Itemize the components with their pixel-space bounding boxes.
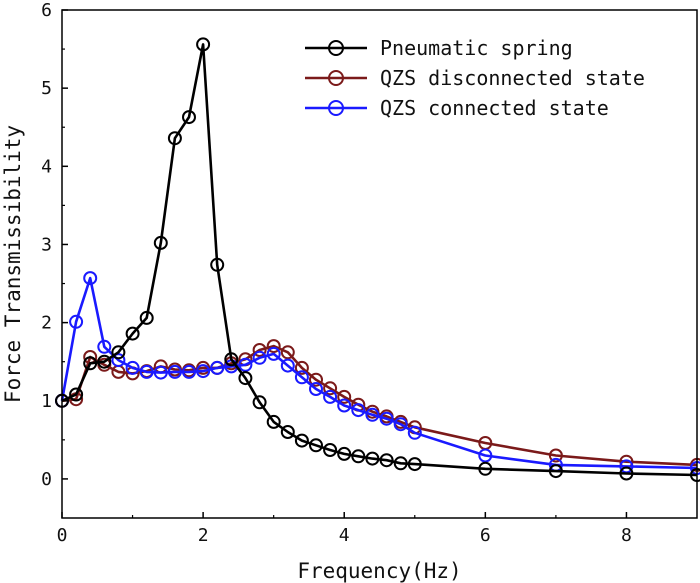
series-2-point [69, 314, 84, 329]
x-tick-label: 2 [198, 525, 209, 546]
series-0-point [224, 352, 239, 367]
series-2-point [351, 403, 366, 418]
series-1-point [252, 343, 267, 357]
series-0-point [182, 110, 196, 125]
series-2 [55, 271, 700, 475]
x-tick-label: 8 [621, 525, 632, 546]
y-tick-label: 5 [41, 78, 52, 99]
x-tick-label: 6 [480, 525, 491, 546]
series-2-point [379, 411, 394, 426]
x-tick-label: 0 [57, 525, 68, 546]
y-tick-label: 4 [41, 156, 52, 177]
series-2-point [97, 339, 112, 354]
series-1-point [266, 339, 281, 354]
series-2-line [60, 276, 698, 470]
legend-item-1: QZS disconnected state [305, 66, 645, 90]
series-2-point [196, 364, 211, 379]
y-tick-label: 2 [41, 313, 52, 334]
y-tick-label: 0 [41, 469, 52, 490]
series-2-point [280, 358, 295, 373]
legend-item-2: QZS connected state [305, 96, 609, 120]
series-2-point [83, 271, 98, 286]
series-0-point [153, 235, 168, 250]
x-axis-title: Frequency(Hz) [297, 559, 461, 583]
series-2-point [323, 389, 338, 404]
series-2-point [139, 364, 154, 379]
series-2-point [393, 417, 408, 432]
series-0-point [210, 257, 225, 272]
series-0-point [393, 456, 408, 471]
series-layer [55, 37, 700, 482]
series-2-point [252, 350, 267, 365]
series-0-point [379, 453, 394, 468]
legend-swatch-marker [328, 40, 344, 56]
series-1-point [323, 381, 338, 396]
legend-label: Pneumatic spring [380, 36, 573, 60]
series-0-point [478, 461, 493, 476]
legend-label: QZS disconnected state [380, 66, 645, 90]
series-2-point [238, 357, 253, 372]
series-0-point [548, 464, 563, 479]
y-tick-label: 1 [41, 391, 52, 412]
series-1-line [61, 344, 698, 467]
series-2-point [337, 398, 352, 413]
series-0-point [323, 443, 338, 457]
series-0-point [167, 131, 182, 146]
y-tick-label: 6 [41, 0, 52, 21]
series-0-point [111, 345, 126, 360]
series-2-point [210, 360, 225, 375]
y-tick-label: 3 [41, 234, 52, 255]
series-0-line [61, 43, 698, 477]
legend-item-0: Pneumatic spring [305, 36, 573, 60]
series-0-point [139, 310, 154, 325]
series-0-point [294, 433, 309, 448]
series-0-point [619, 466, 634, 481]
series-2-point [153, 365, 168, 380]
series-2-point [407, 425, 422, 440]
series-0-point [97, 354, 112, 369]
legend-label: QZS connected state [380, 96, 609, 120]
series-2-point [182, 364, 196, 379]
series-1-point [294, 360, 309, 375]
series-0-point [280, 425, 295, 439]
series-2-point [125, 360, 140, 375]
legend: Pneumatic spring QZS disconnected state QZ… [305, 36, 645, 120]
series-0-point [238, 371, 253, 386]
series-0-point [337, 446, 352, 461]
series-0-point [266, 414, 281, 429]
series-2-point [478, 448, 493, 463]
y-axis-title: Force Transmissibility [1, 125, 25, 403]
series-0-point [83, 356, 98, 371]
series-2-point [266, 346, 281, 361]
legend-swatch-marker [328, 70, 344, 86]
series-0-point [69, 387, 84, 402]
series-0-point [407, 457, 422, 472]
plot-frame [61, 9, 698, 519]
series-0-point [365, 451, 380, 466]
series-2-point [294, 370, 309, 385]
x-tick-label: 4 [339, 525, 350, 546]
series-2-point [309, 382, 323, 396]
legend-swatch-marker [328, 100, 344, 116]
series-0-point [351, 449, 366, 464]
series-1 [55, 339, 700, 472]
series-1-point [309, 372, 323, 387]
series-0-point [252, 395, 267, 410]
series-2-point [167, 364, 182, 379]
series-1-point [548, 448, 563, 463]
series-0-point [309, 438, 323, 453]
series-2-point [365, 407, 380, 422]
series-0-point [125, 326, 140, 341]
series-1-point [280, 345, 295, 360]
series-0-point [196, 37, 211, 52]
series-1-point [337, 389, 352, 404]
series-2-point [111, 353, 126, 368]
